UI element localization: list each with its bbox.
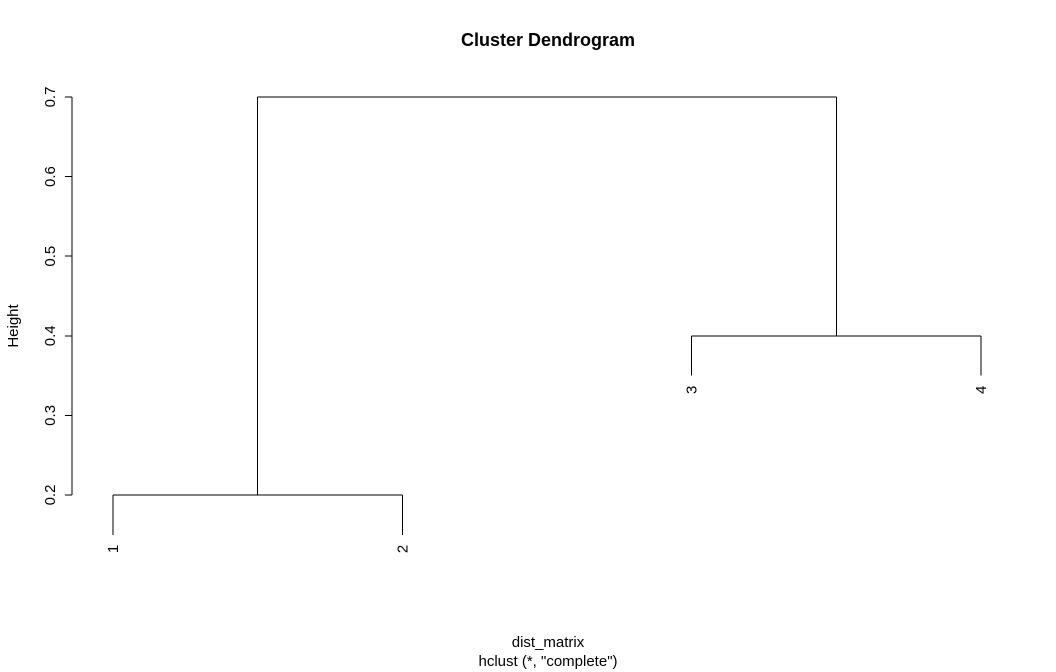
leaf-label: 2 xyxy=(394,545,411,553)
chart-subtitle: hclust (*, "complete") xyxy=(478,653,617,670)
chart-title: Cluster Dendrogram xyxy=(461,30,635,50)
y-tick-label: 0.3 xyxy=(42,405,59,426)
y-tick-label: 0.4 xyxy=(42,325,59,346)
dendrogram-tree xyxy=(112,96,982,535)
leaf-label: 1 xyxy=(105,545,122,553)
y-tick-label: 0.7 xyxy=(42,87,59,108)
leaf-labels: 1 2 3 4 xyxy=(105,386,990,554)
y-axis: 0.2 0.3 0.4 0.5 0.6 0.7 xyxy=(42,87,73,506)
x-axis-label: dist_matrix xyxy=(512,634,585,651)
y-tick-label: 0.6 xyxy=(42,166,59,187)
y-axis-label: Height xyxy=(5,303,22,347)
y-tick-label: 0.2 xyxy=(42,485,59,506)
leaf-label: 3 xyxy=(684,386,701,394)
leaf-label: 4 xyxy=(973,386,990,394)
y-tick-label: 0.5 xyxy=(42,246,59,267)
